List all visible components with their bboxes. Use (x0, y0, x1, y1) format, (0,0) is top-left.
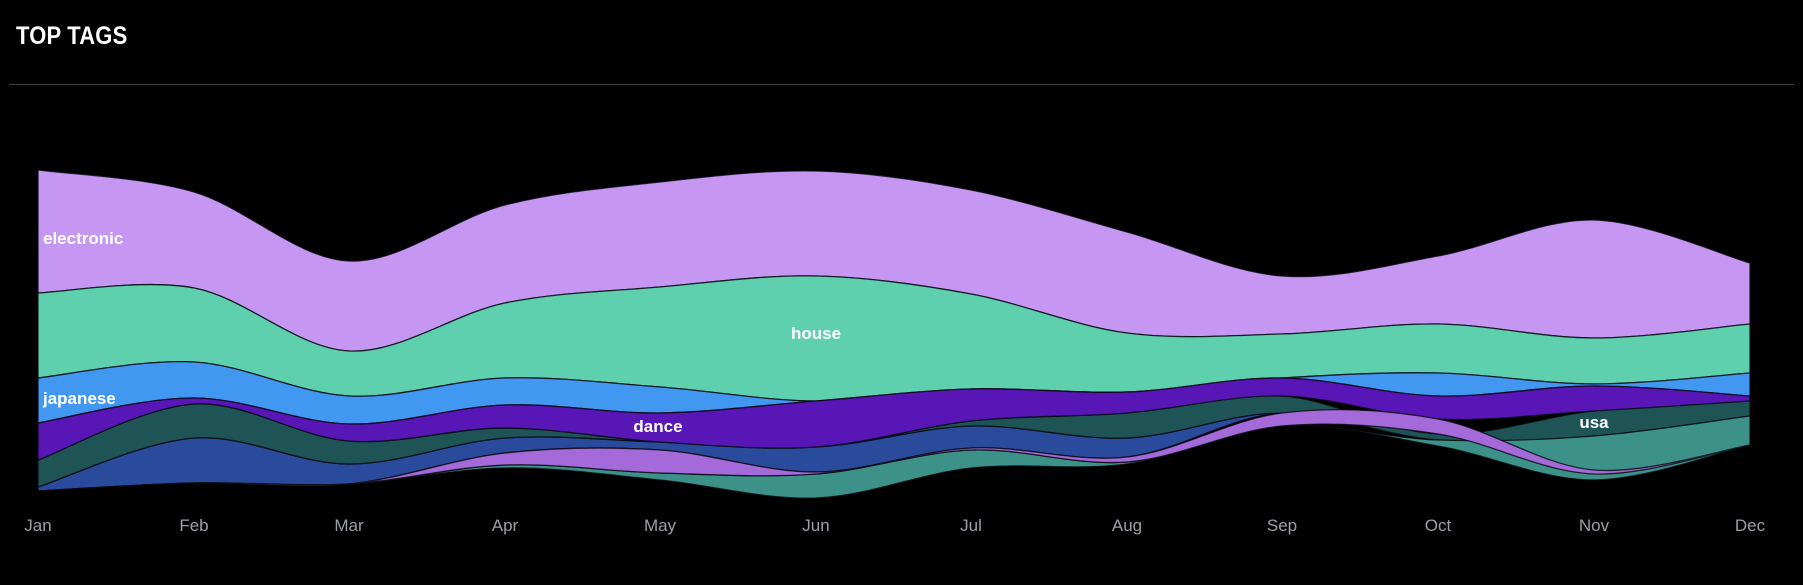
axis-label-may: May (644, 516, 677, 535)
stream-band-dance[interactable] (37, 377, 1751, 461)
axis-label-oct: Oct (1425, 516, 1452, 535)
axis-label-aug: Aug (1112, 516, 1142, 535)
panel-title: TOP TAGS (16, 22, 128, 50)
band-label-house: house (791, 324, 841, 343)
axis-label-nov: Nov (1579, 516, 1610, 535)
band-label-usa: usa (1579, 413, 1609, 432)
axis-label-apr: Apr (492, 516, 519, 535)
title-divider (9, 84, 1794, 85)
axis-label-sep: Sep (1267, 516, 1297, 535)
axis-label-dec: Dec (1735, 516, 1766, 535)
axis-label-jun: Jun (802, 516, 829, 535)
axis-label-jan: Jan (24, 516, 51, 535)
axis-label-feb: Feb (179, 516, 208, 535)
band-label-dance: dance (633, 417, 682, 436)
band-label-electronic: electronic (43, 229, 123, 248)
band-label-japanese: japanese (42, 389, 116, 408)
axis-label-mar: Mar (334, 516, 364, 535)
stream-band-unlabeled-purple[interactable] (37, 408, 1751, 492)
axis-label-jul: Jul (960, 516, 982, 535)
